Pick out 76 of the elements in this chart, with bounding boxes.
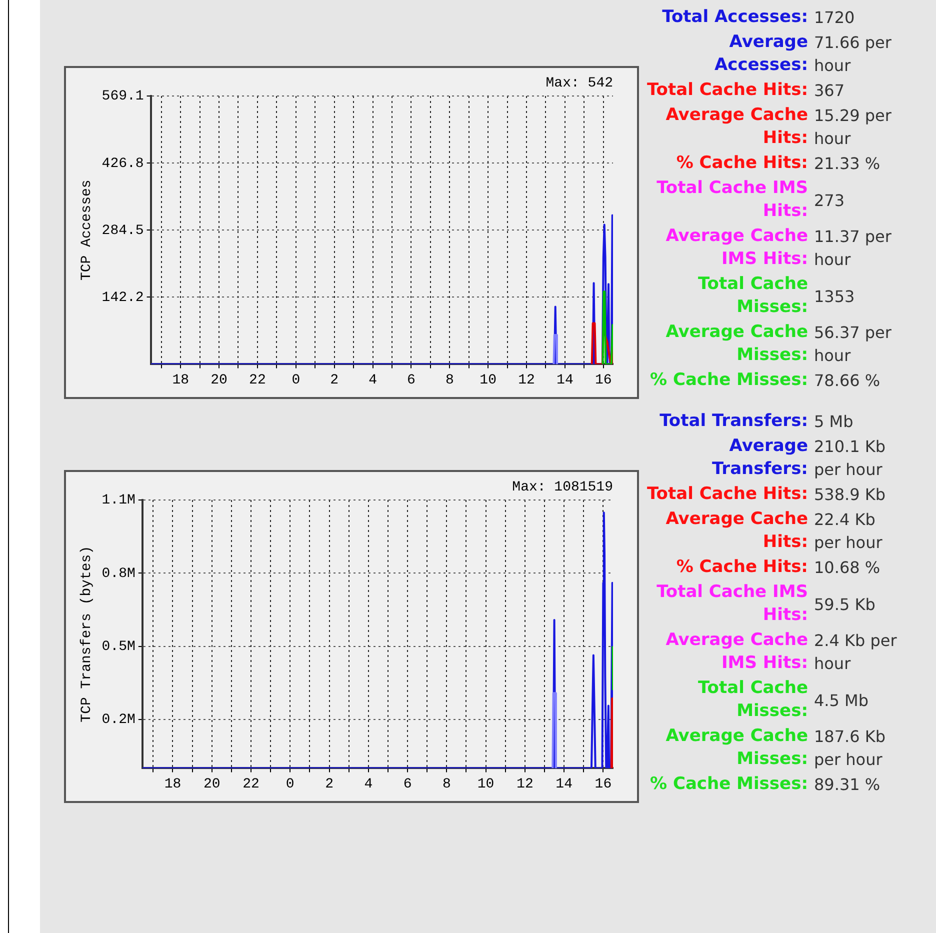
text: 78.66 %: [813, 370, 882, 392]
text: Average Cache Misses:: [664, 321, 808, 367]
y-tick-label: 569.1: [102, 88, 144, 105]
text: 187.6 Kb per hour: [813, 726, 887, 771]
x-tick-label: 4: [364, 776, 373, 792]
y-tick-label: 142.2: [102, 290, 144, 306]
text: Max: 1081519: [512, 480, 613, 496]
text: 4.5 Mb: [813, 690, 870, 712]
text: Average Accesses:: [713, 31, 808, 77]
text: 1353: [813, 286, 856, 308]
y-tick-label: 284.5: [102, 222, 144, 239]
y-tick-label: 426.8: [102, 156, 144, 172]
x-tick-label: 0: [292, 372, 300, 388]
text: 10.68 %: [813, 557, 882, 579]
y-axis-title: TCP Transfers (bytes): [79, 546, 96, 722]
x-tick-label: 22: [242, 776, 260, 792]
text: % Cache Misses:: [649, 773, 808, 796]
text: 89.31 %: [813, 774, 882, 796]
text: 5 Mb: [813, 411, 854, 433]
x-tick-label: 10: [480, 372, 496, 388]
text: 11.37 per hour: [813, 226, 892, 271]
text: Max: 542: [546, 76, 613, 92]
text: Average Cache Hits:: [664, 104, 808, 150]
x-tick-label: 6: [403, 776, 412, 792]
text: Total Cache Misses:: [696, 677, 808, 723]
x-tick-label: 16: [594, 372, 612, 388]
text: Total Cache Hits:: [646, 483, 808, 506]
y-tick-label: 0.2M: [102, 712, 136, 728]
text: 22.4 Kb per hour: [813, 509, 884, 554]
text: 367: [813, 80, 846, 102]
text: 210.1 Kb per hour: [813, 436, 887, 481]
x-tick-label: 14: [556, 372, 574, 388]
text: 273: [813, 190, 846, 212]
text: 59.5 Kb: [813, 594, 876, 616]
x-tick-label: 10: [477, 776, 494, 792]
text: 71.66 per hour: [813, 32, 892, 77]
y-tick-label: 1.1M: [102, 492, 136, 509]
x-tick-label: 8: [442, 776, 451, 792]
text: 1720: [813, 7, 856, 29]
text: % Cache Hits:: [675, 556, 808, 579]
text: Total Accesses:: [661, 6, 808, 29]
text: Average Cache IMS Hits:: [664, 629, 808, 675]
text: Total Cache Hits:: [646, 79, 808, 102]
x-tick-label: 12: [518, 372, 535, 388]
x-tick-label: 6: [407, 372, 416, 388]
text: Total Cache Misses:: [696, 273, 808, 319]
text: Average Cache Hits:: [664, 508, 808, 554]
x-tick-label: 8: [445, 372, 454, 388]
text: Total Cache IMS Hits:: [656, 177, 808, 223]
x-tick-label: 4: [368, 372, 377, 388]
y-tick-label: 0.5M: [102, 638, 136, 655]
y-axis-title: TCP Accesses: [79, 180, 96, 281]
text: Average Cache Misses:: [664, 725, 808, 771]
text: 2.4 Kb per hour: [813, 630, 898, 675]
text: Average Cache IMS Hits:: [664, 225, 808, 271]
x-tick-label: 0: [286, 776, 294, 792]
x-tick-label: 20: [210, 372, 228, 388]
x-tick-label: 18: [164, 776, 182, 792]
text: Total Transfers:: [658, 410, 808, 433]
text: % Cache Misses:: [649, 369, 808, 392]
text: 15.29 per hour: [813, 105, 892, 150]
text: % Cache Hits:: [675, 152, 808, 175]
x-tick-label: 2: [325, 776, 334, 792]
x-tick-label: 16: [594, 776, 612, 792]
x-tick-label: 12: [516, 776, 534, 792]
x-tick-label: 18: [172, 372, 189, 388]
text: Average Transfers:: [710, 435, 808, 481]
x-tick-label: 20: [203, 776, 220, 792]
text: 538.9 Kb: [813, 484, 887, 506]
x-tick-label: 22: [249, 372, 266, 388]
x-tick-label: 14: [556, 776, 572, 792]
x-tick-label: 2: [330, 372, 339, 388]
text: Total Cache IMS Hits:: [656, 581, 808, 627]
y-tick-label: 0.8M: [102, 566, 136, 582]
text: 21.33 %: [813, 153, 882, 175]
text: 56.37 per hour: [813, 322, 892, 367]
